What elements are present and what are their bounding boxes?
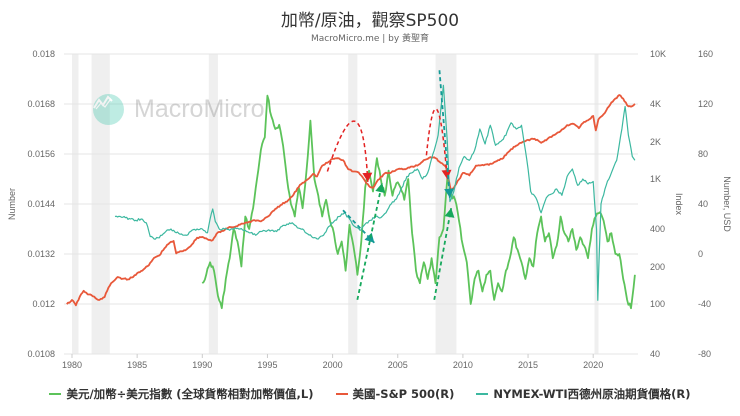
- index-axis-tick: 4K: [650, 99, 661, 109]
- index-axis-tick: 100: [650, 299, 665, 309]
- left-axis-tick: 0.0108: [27, 349, 55, 359]
- annotation-arrow: [438, 70, 451, 198]
- legend-item-sp500[interactable]: 美國-S&P 500(R): [335, 386, 455, 402]
- arrow-head-icon: [375, 183, 386, 194]
- usd-axis-tick: 0: [698, 249, 703, 259]
- left-axis-tick: 0.018: [32, 49, 55, 59]
- arrow-head-icon: [444, 208, 455, 218]
- legend-swatch-green: [49, 393, 62, 395]
- usd-axis-title: Number, USD: [722, 176, 732, 232]
- left-axis-tick: 0.0156: [27, 149, 55, 159]
- left-axis-tick: 0.0144: [27, 199, 55, 209]
- usd-axis-tick: 120: [698, 99, 713, 109]
- x-tick-label: 1995: [257, 360, 277, 370]
- arrow-head-icon: [362, 172, 373, 182]
- legend-label: 美元/加幣÷美元指數 (全球貨幣相對加幣價值,L): [66, 387, 314, 401]
- usd-axis-tick: -80: [698, 349, 711, 359]
- index-axis-tick: 200: [650, 262, 665, 272]
- index-axis-tick: 2K: [650, 137, 661, 147]
- legend-item-wti[interactable]: NYMEX-WTI西德州原油期貨價格(R): [476, 386, 691, 402]
- x-tick-label: 2010: [453, 360, 473, 370]
- usd-axis-tick: 80: [698, 149, 708, 159]
- left-axis-tick: 0.0132: [27, 249, 55, 259]
- x-tick-label: 1980: [62, 360, 82, 370]
- legend-label: NYMEX-WTI西德州原油期貨價格(R): [493, 387, 691, 401]
- series-line-0: [201, 94, 636, 310]
- watermark: MacroMicro: [93, 94, 265, 125]
- legend-item-cad-index[interactable]: 美元/加幣÷美元指數 (全球貨幣相對加幣價值,L): [49, 386, 314, 402]
- index-axis-title: Index: [674, 193, 684, 216]
- x-tick-label: 2020: [583, 360, 603, 370]
- series-line-1: [66, 94, 636, 307]
- usd-axis-tick: 40: [698, 199, 708, 209]
- annotation-arrow: [326, 120, 369, 182]
- arrow-head-icon: [441, 169, 452, 180]
- annotation-arrow: [425, 108, 449, 180]
- legend-label: 美國-S&P 500(R): [352, 387, 455, 401]
- left-axis-title: Number: [7, 188, 17, 220]
- usd-axis-tick: -40: [698, 299, 711, 309]
- x-tick-label: 1990: [192, 360, 212, 370]
- left-axis-tick: 0.012: [32, 299, 55, 309]
- x-tick-label: 2015: [518, 360, 538, 370]
- usd-axis-tick: 160: [698, 49, 713, 59]
- index-axis-tick: 40: [650, 349, 660, 359]
- chart-subtitle: MacroMicro.me | by 黃聖育: [310, 34, 430, 44]
- x-tick-label: 1985: [127, 360, 147, 370]
- macromicro-logo-icon: [93, 94, 124, 125]
- index-axis-tick: 1K: [650, 174, 661, 184]
- series-line-2: [114, 84, 636, 301]
- watermark-text: MacroMicro: [134, 95, 265, 123]
- annotation-arrow: [433, 208, 453, 300]
- index-axis-tick: 10K: [650, 49, 666, 59]
- index-axis-tick: 400: [650, 224, 665, 234]
- chart-title: 加幣/原油，觀察SP500: [280, 11, 460, 31]
- legend-swatch-teal: [476, 393, 489, 395]
- annotation-arrow: [356, 182, 383, 301]
- x-tick-label: 2000: [323, 360, 343, 370]
- left-axis-tick: 0.0168: [27, 99, 55, 109]
- x-tick-label: 2005: [388, 360, 408, 370]
- arrow-head-icon: [444, 188, 455, 198]
- legend: 美元/加幣÷美元指數 (全球貨幣相對加幣價值,L) 美國-S&P 500(R) …: [0, 386, 740, 402]
- legend-swatch-red: [335, 393, 348, 395]
